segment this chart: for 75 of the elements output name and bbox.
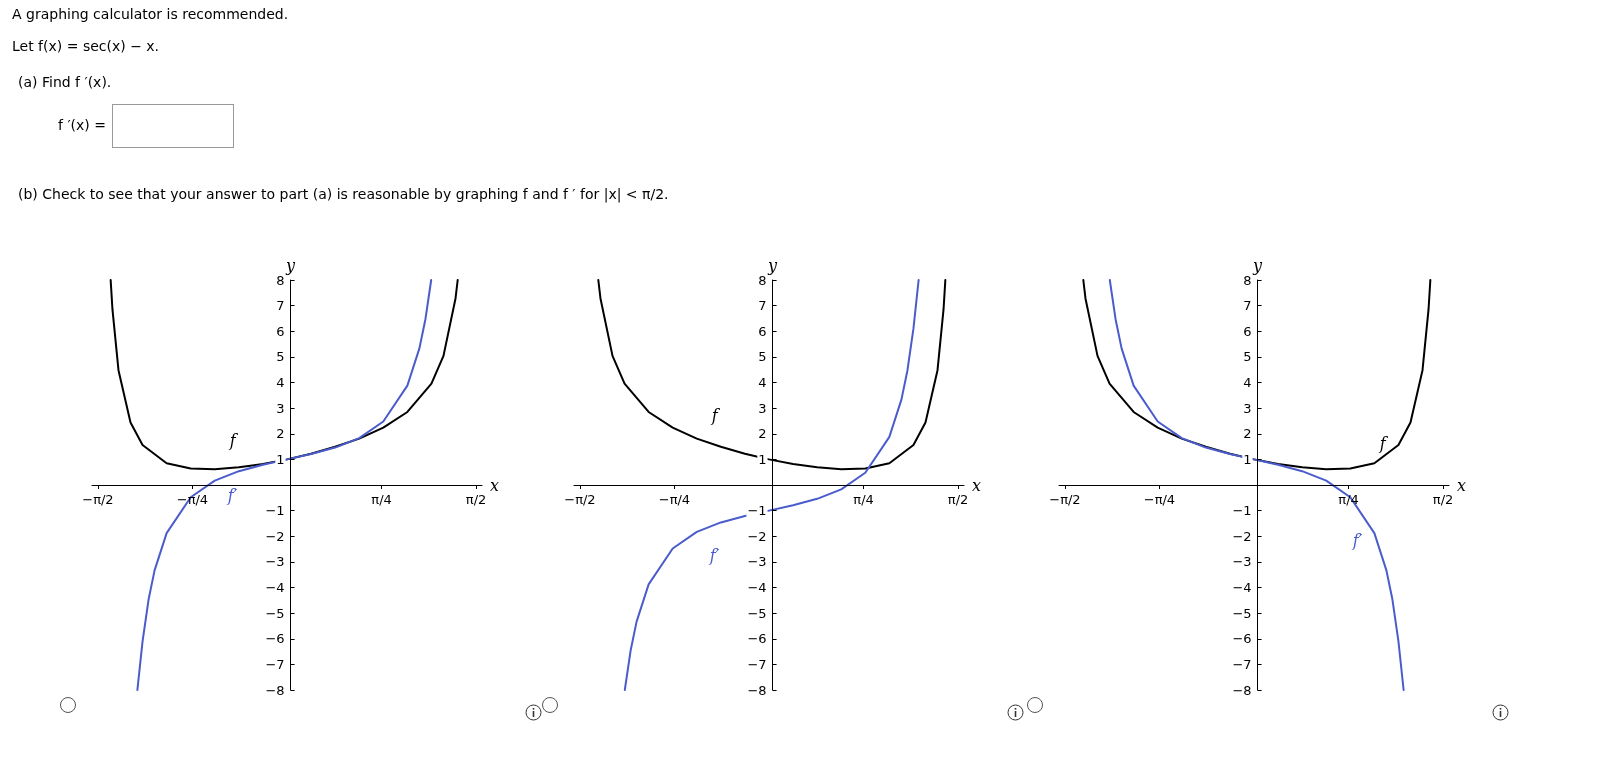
y-tick-label: −5 bbox=[1232, 605, 1252, 621]
y-tick-label: 3 bbox=[276, 400, 285, 416]
x-tick-label: −π/2 bbox=[1049, 492, 1081, 507]
y-tick-label: −6 bbox=[265, 631, 285, 647]
x-tick-label: −π/2 bbox=[82, 492, 114, 507]
y-tick-label: 4 bbox=[276, 375, 285, 390]
x-axis-title: x bbox=[490, 475, 500, 495]
y-tick-label: 5 bbox=[1243, 349, 1252, 365]
y-tick-label: 2 bbox=[276, 426, 285, 442]
y-tick-label: 5 bbox=[758, 349, 767, 365]
y-tick-label: 5 bbox=[276, 349, 285, 365]
y-tick-label: −4 bbox=[1232, 580, 1252, 595]
y-tick-label: 8 bbox=[276, 272, 285, 288]
y-tick-label: −8 bbox=[265, 682, 285, 698]
y-tick-label: −2 bbox=[1232, 528, 1252, 544]
series-label: f′ bbox=[1351, 530, 1363, 550]
y-tick-label: −6 bbox=[747, 631, 767, 647]
series-label: f bbox=[710, 405, 721, 425]
series-label: f bbox=[228, 430, 239, 450]
text: f ′(x) = bbox=[58, 117, 106, 133]
y-tick-label: −1 bbox=[1232, 503, 1252, 519]
y-tick-label: 6 bbox=[758, 323, 767, 339]
y-tick-label: 4 bbox=[758, 375, 767, 390]
chart-title: A graphing calculator is recommended. bbox=[12, 5, 290, 24]
x-tick-label: π/2 bbox=[465, 492, 487, 507]
y-tick-label: −6 bbox=[1232, 631, 1252, 647]
y-tick-label: 1 bbox=[758, 451, 767, 467]
x-tick-label: π/4 bbox=[371, 492, 392, 507]
series-label: f bbox=[1378, 433, 1389, 453]
y-tick-label: −3 bbox=[747, 554, 767, 570]
y-tick-label: −4 bbox=[747, 580, 767, 595]
x-tick-label: π/2 bbox=[1432, 492, 1454, 507]
series-label: f′ bbox=[708, 545, 720, 565]
y-tick-label: 8 bbox=[758, 272, 767, 288]
y-tick-label: −2 bbox=[747, 528, 767, 544]
y-axis-title: y bbox=[1252, 256, 1264, 276]
y-tick-label: 8 bbox=[1243, 272, 1252, 288]
y-tick-label: −1 bbox=[265, 503, 285, 519]
y-tick-label: 6 bbox=[1243, 323, 1252, 339]
y-tick-label: 1 bbox=[1243, 451, 1252, 467]
x-axis-title: x bbox=[972, 475, 982, 495]
y-tick-label: −8 bbox=[747, 682, 767, 698]
series-label: f′ bbox=[226, 485, 238, 505]
y-tick-label: −7 bbox=[747, 656, 767, 672]
y-tick-label: 2 bbox=[758, 426, 767, 442]
x-tick-label: −π/4 bbox=[1143, 492, 1176, 507]
chart-subtitle: Let f(x) = sec(x) − x. bbox=[12, 37, 161, 56]
y-tick-label: 7 bbox=[1243, 298, 1252, 314]
y-tick-label: 6 bbox=[276, 323, 285, 339]
y-tick-label: 7 bbox=[758, 298, 767, 314]
y-tick-label: 4 bbox=[1243, 375, 1252, 390]
y-tick-label: −1 bbox=[747, 503, 767, 519]
x-tick-label: π/4 bbox=[853, 492, 874, 507]
y-tick-label: −5 bbox=[265, 605, 285, 621]
x-axis-title: x bbox=[1457, 475, 1467, 495]
x-tick-label: π/2 bbox=[947, 492, 969, 507]
y-tick-label: 2 bbox=[1243, 426, 1252, 442]
y-tick-label: 3 bbox=[758, 400, 767, 416]
y-tick-label: −4 bbox=[265, 580, 285, 595]
y-tick-label: −7 bbox=[1232, 656, 1252, 672]
y-tick-label: −3 bbox=[265, 554, 285, 570]
x-tick-label: −π/2 bbox=[564, 492, 596, 507]
y-tick-label: −8 bbox=[1232, 682, 1252, 698]
y-tick-label: −5 bbox=[747, 605, 767, 621]
y-tick-label: −7 bbox=[265, 656, 285, 672]
text: (b) Check to see that your answer to part (a) is reasonable by graphing f and f ′ for |x| < π/2. bbox=[18, 186, 669, 202]
y-tick-label: 7 bbox=[276, 298, 285, 314]
y-axis-title: y bbox=[285, 256, 297, 276]
y-tick-label: 1 bbox=[276, 451, 285, 467]
y-tick-label: −2 bbox=[265, 528, 285, 544]
y-tick-label: 3 bbox=[1243, 400, 1252, 416]
text: (a) Find f ′(x). bbox=[18, 74, 112, 90]
x-tick-label: −π/4 bbox=[658, 492, 691, 507]
y-axis-title: y bbox=[767, 256, 779, 276]
y-tick-label: −3 bbox=[1232, 554, 1252, 570]
